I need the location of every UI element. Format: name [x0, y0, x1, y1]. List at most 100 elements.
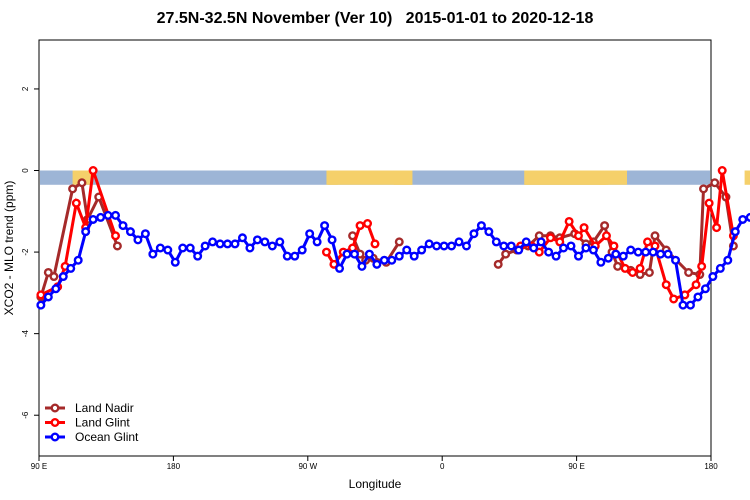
data-point	[387, 255, 397, 265]
series-layer	[36, 166, 750, 310]
data-point	[200, 241, 210, 251]
data-point	[573, 251, 583, 261]
data-point	[661, 280, 671, 290]
data-point	[693, 292, 703, 302]
data-point	[267, 241, 277, 251]
data-point	[588, 245, 598, 255]
data-point	[363, 219, 373, 229]
data-point	[73, 255, 83, 265]
y-tick-label: -6	[21, 411, 30, 419]
data-point	[730, 227, 740, 237]
data-point	[671, 255, 681, 265]
data-point	[484, 227, 494, 237]
data-point	[745, 212, 750, 222]
data-point	[36, 290, 46, 300]
x-tick-label: 90 W	[298, 462, 317, 471]
data-point	[275, 237, 285, 247]
x-tick-label: 180	[167, 462, 181, 471]
data-point	[499, 241, 509, 251]
data-point	[394, 251, 404, 261]
data-point	[669, 294, 679, 304]
data-point	[372, 259, 382, 269]
data-point	[600, 221, 610, 231]
data-point	[364, 249, 374, 259]
data-point	[355, 221, 365, 231]
legend-item: Land Nadir	[45, 401, 134, 415]
data-point	[357, 261, 367, 271]
data-point	[635, 263, 645, 273]
data-point	[215, 239, 225, 249]
data-point	[112, 241, 122, 251]
legend-marker	[50, 432, 60, 442]
data-point	[252, 235, 262, 245]
x-tick-label: 90 E	[568, 462, 584, 471]
data-point	[103, 210, 113, 220]
data-point	[51, 284, 61, 294]
data-point	[36, 300, 46, 310]
data-point	[260, 237, 270, 247]
data-point	[697, 261, 707, 271]
data-point	[699, 184, 709, 194]
axes: 90 E 180 90 W 0 90 E 180 -6 -4 -2 0 2	[21, 86, 718, 471]
data-point	[223, 239, 233, 249]
data-point	[712, 223, 722, 233]
x-tick-label: 0	[440, 462, 445, 471]
data-point	[402, 245, 412, 255]
data-point	[88, 166, 98, 176]
data-point	[717, 166, 727, 176]
data-point	[237, 233, 247, 243]
data-point	[111, 231, 121, 241]
data-point	[618, 251, 628, 261]
data-point	[118, 221, 128, 231]
data-point	[111, 210, 121, 220]
data-point	[685, 300, 695, 310]
data-point	[691, 280, 701, 290]
data-point	[439, 241, 449, 251]
data-point	[573, 231, 583, 241]
data-point	[641, 247, 651, 257]
data-point	[648, 247, 658, 257]
data-point	[534, 247, 544, 257]
legend-item: Land Glint	[45, 416, 130, 430]
data-point	[193, 251, 203, 261]
data-point	[96, 212, 106, 222]
legend-label: Land Nadir	[75, 401, 134, 415]
data-point	[178, 243, 188, 253]
data-point	[551, 251, 561, 261]
data-point	[643, 237, 653, 247]
data-point	[461, 241, 471, 251]
data-point	[335, 263, 345, 273]
legend-marker	[50, 403, 60, 413]
data-point	[43, 292, 53, 302]
y-tick-label: 0	[21, 168, 30, 173]
data-point	[700, 284, 710, 294]
data-point	[71, 198, 81, 208]
data-point	[297, 245, 307, 255]
data-point	[469, 229, 479, 239]
data-point	[327, 235, 337, 245]
data-point	[312, 237, 322, 247]
data-point	[601, 231, 611, 241]
data-point	[290, 251, 300, 261]
data-point	[663, 249, 673, 259]
data-point	[738, 214, 748, 224]
data-point	[58, 272, 68, 282]
x-tick-label: 180	[704, 462, 718, 471]
data-point	[544, 247, 554, 257]
data-point	[626, 245, 636, 255]
data-point	[684, 267, 694, 277]
data-point	[342, 249, 352, 259]
data-point	[140, 229, 150, 239]
data-point	[320, 221, 330, 231]
data-point	[282, 251, 292, 261]
data-point	[633, 247, 643, 257]
data-point	[559, 243, 569, 253]
y-axis-title: XCO2 - MLO trend (ppm)	[2, 181, 16, 316]
data-point	[447, 241, 457, 251]
data-point	[432, 241, 442, 251]
data-point	[370, 239, 380, 249]
data-point	[185, 243, 195, 253]
data-point	[628, 267, 638, 277]
data-point	[163, 245, 173, 255]
